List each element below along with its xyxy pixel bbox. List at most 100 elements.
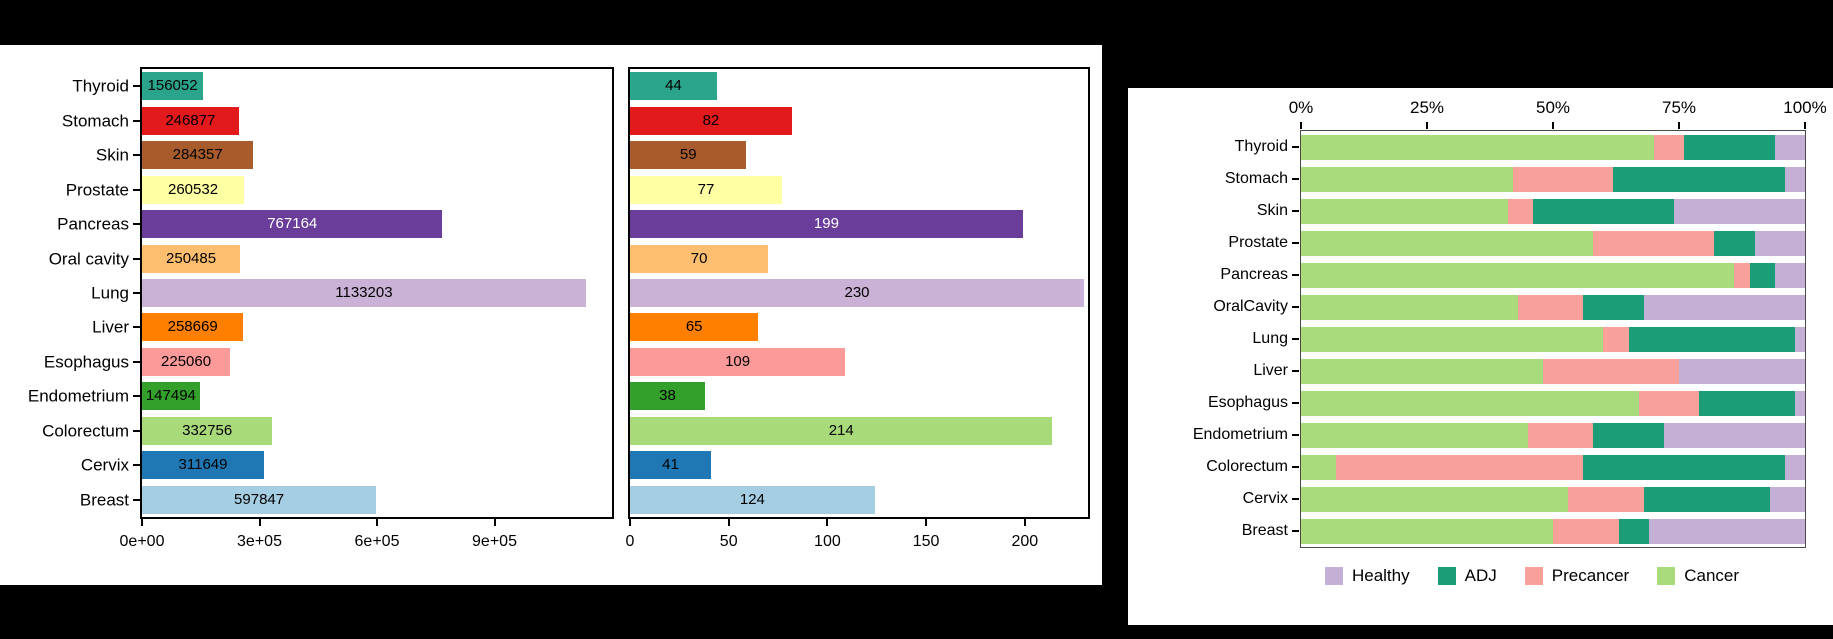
bar-oral-cavity: 250485: [142, 244, 241, 273]
segment-cancer: [1301, 294, 1518, 320]
y-tick: [133, 360, 140, 363]
bar-endometrium: 38: [630, 382, 706, 411]
category-label-stomach: Stomach: [61, 111, 129, 131]
segment-adj: [1583, 454, 1785, 480]
category-label-prostate: Prostate: [65, 180, 129, 200]
segment-precancer: [1553, 518, 1619, 544]
bar-colorectum: 214: [630, 416, 1053, 445]
segment-adj: [1643, 486, 1770, 512]
bar-pancreas: 199: [630, 210, 1023, 239]
x-tick: [925, 519, 928, 526]
bar-skin: 59: [630, 141, 747, 170]
segment-precancer: [1653, 134, 1685, 160]
bar-breast: 124: [630, 485, 875, 514]
bar-value-label: 1133203: [335, 284, 393, 301]
legend-label-precancer: Precancer: [1551, 566, 1630, 585]
x-tick: [258, 519, 261, 526]
y-tick: [133, 188, 140, 191]
y-tick: [1292, 530, 1299, 532]
bar-lung: 230: [630, 279, 1085, 307]
segment-adj: [1583, 294, 1644, 320]
segment-adj: [1618, 518, 1649, 544]
segment-precancer: [1512, 166, 1614, 192]
segment-adj: [1749, 262, 1775, 288]
category-label-skin: Skin: [1256, 202, 1288, 219]
bar-stomach: 82: [630, 106, 792, 135]
y-tick: [1292, 466, 1299, 468]
plot-number-of-cells: Thyroid 156052 Stomach 246877 Skin 284357 Pros…: [28, 67, 614, 550]
y-tick: [133, 292, 140, 294]
legend-label-healthy: Healthy: [1351, 566, 1410, 585]
bar-esophagus: 109: [630, 347, 846, 376]
bar-stomach: 246877: [142, 106, 239, 135]
bar-value-label: 332756: [182, 421, 233, 439]
x-tick: [727, 519, 730, 526]
bar-colorectum: 332756: [142, 416, 273, 445]
bar-value-label: 109: [725, 352, 751, 370]
bar-value-label: 284357: [172, 146, 223, 164]
category-label-skin: Skin: [95, 145, 129, 165]
segment-precancer: [1593, 230, 1715, 256]
segment-healthy: [1643, 294, 1805, 320]
bar-pancreas: 767164: [142, 210, 443, 239]
segment-cancer: [1301, 262, 1735, 288]
bar-breast: 597847: [142, 485, 377, 514]
legend-swatch-adj: [1437, 567, 1456, 585]
stacked-bar-skin: [1301, 198, 1805, 224]
y-tick: [133, 464, 140, 467]
x-tick-label: 100%: [1783, 98, 1827, 117]
segment-precancer: [1542, 358, 1679, 384]
category-label-thyroid: Thyroid: [72, 76, 129, 96]
segment-healthy: [1784, 454, 1805, 480]
category-label-endometrium: Endometrium: [1192, 426, 1288, 443]
bar-value-label: 65: [685, 318, 703, 336]
x-tick: [826, 519, 829, 526]
bar-value-label: 124: [739, 490, 765, 508]
segment-cancer: [1301, 166, 1513, 192]
category-label-breast: Breast: [1241, 522, 1288, 539]
stacked-bar-lung: [1301, 326, 1805, 352]
bar-thyroid: 44: [630, 72, 717, 101]
category-label-lung: Lung: [1252, 330, 1288, 347]
y-tick: [1292, 306, 1299, 308]
stacked-bar-thyroid: [1301, 134, 1805, 160]
segment-adj: [1684, 134, 1775, 160]
x-tick: [1426, 122, 1428, 129]
y-tick: [133, 154, 140, 157]
segment-adj: [1593, 422, 1664, 448]
stacked-bar-esophagus: [1301, 390, 1805, 416]
bar-value-label: 250485: [166, 249, 217, 267]
bar-value-label: 199: [813, 215, 839, 233]
segment-precancer: [1336, 454, 1584, 480]
y-tick: [1292, 274, 1299, 276]
stacked-bar-liver: [1301, 358, 1805, 384]
legend-swatch-precancer: [1524, 567, 1543, 585]
bar-value-label: 70: [690, 249, 708, 267]
bar-endometrium: 147494: [142, 382, 200, 411]
x-tick-label: 50%: [1535, 98, 1571, 117]
segment-healthy: [1774, 262, 1805, 288]
bar-value-label: 225060: [161, 352, 212, 370]
stacked-bar-stomach: [1301, 166, 1805, 192]
segment-precancer: [1507, 198, 1533, 224]
plot-sample-composition: Thyroid Stomach Skin Prostate Pancreas OralCa…: [1193, 99, 1827, 548]
legend-swatch-healthy: [1324, 567, 1343, 585]
x-tick: [629, 519, 631, 526]
plot-number-of-samples: 44 82 59 77 199 70 230 65 109 38 214 41 124 0 50 100 150…: [626, 67, 1090, 550]
category-label-thyroid: Thyroid: [1234, 138, 1288, 155]
legend-item-healthy: Healthy: [1324, 566, 1410, 586]
segment-adj: [1613, 166, 1785, 192]
y-tick: [133, 326, 140, 329]
category-label-pancreas: Pancreas: [57, 214, 129, 234]
category-label-oralcavity: OralCavity: [1213, 298, 1288, 315]
bar-oral-cavity: 70: [630, 244, 769, 273]
y-tick: [1292, 242, 1299, 244]
bar-value-label: 230: [844, 284, 870, 301]
y-tick: [1292, 434, 1299, 436]
stacked-bar-prostate: [1301, 230, 1805, 256]
bar-value-label: 311649: [178, 456, 228, 474]
x-tick: [1678, 122, 1680, 129]
segment-healthy: [1784, 166, 1805, 192]
segment-healthy: [1673, 198, 1805, 224]
